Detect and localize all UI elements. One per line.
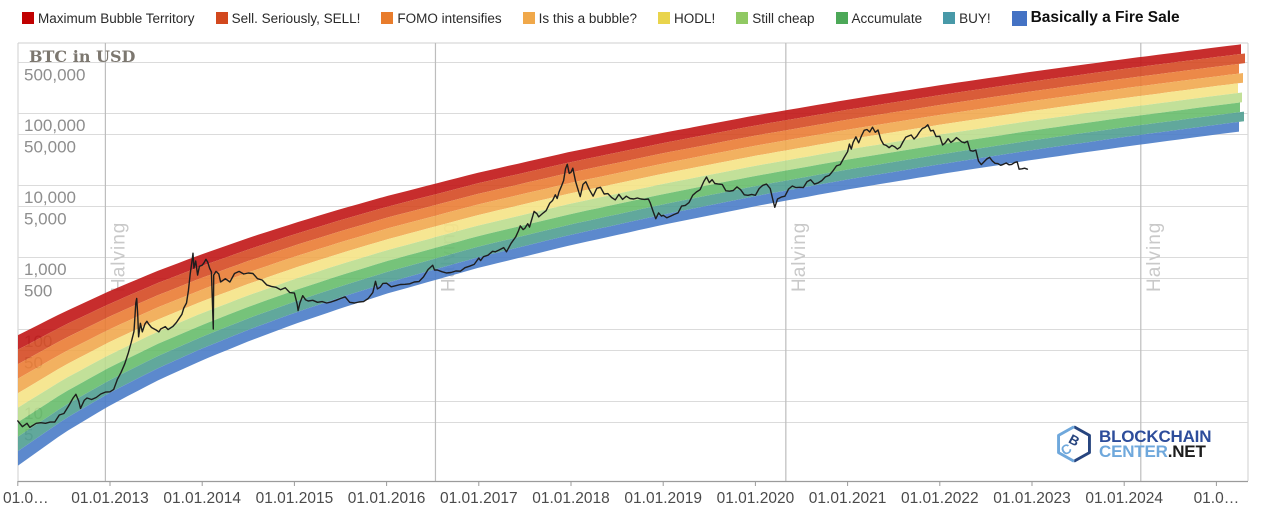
x-tick-label: 01.01.2016 <box>348 490 426 507</box>
legend-label: HODL! <box>673 10 716 26</box>
x-tick-label: 01.01.2020 <box>717 490 795 507</box>
x-tick-label: 01.01.2017 <box>440 490 518 507</box>
x-tick-label: 01.01.2024 <box>1085 490 1163 507</box>
x-tick-label: 01.0… <box>3 490 49 507</box>
x-tick-label: 01.01.2013 <box>71 490 149 507</box>
x-tick-label: 01.01.2023 <box>993 490 1071 507</box>
x-tick-label: 01.01.2022 <box>901 490 979 507</box>
legend-swatch-icon <box>943 12 956 24</box>
x-tick-label: 01.01.2015 <box>256 490 334 507</box>
legend-item-sell-seriously-sell[interactable]: Sell. Seriously, SELL! <box>215 10 361 26</box>
btc-price-line <box>17 124 1029 429</box>
logo-text-center: CENTER.NET <box>1099 442 1206 461</box>
y-tick-label: 500,000 <box>24 66 85 85</box>
halving-label: Halving <box>1144 222 1165 292</box>
y-tick-label: 10,000 <box>24 188 76 207</box>
chart-legend: Maximum Bubble Territory Sell. Seriously,… <box>22 5 1180 31</box>
y-axis-title: BTC in USD <box>29 47 136 66</box>
halving-label: Halving <box>108 222 129 292</box>
logo-text-net: .NET <box>1167 442 1206 461</box>
legend-label: Sell. Seriously, SELL! <box>231 10 361 26</box>
legend-label: FOMO intensifies <box>397 10 502 26</box>
legend-swatch-icon <box>835 12 848 24</box>
legend-item-basically-a-fire-sale[interactable]: Basically a Fire Sale <box>1011 9 1180 27</box>
legend-label: Is this a bubble? <box>538 10 637 26</box>
legend-item-hodl[interactable]: HODL! <box>657 10 716 26</box>
blockchaincenter-logo[interactable]: B C BLOCKCHAIN CENTER.NET <box>1054 424 1211 464</box>
x-tick-label: 01.01.2018 <box>532 490 610 507</box>
legend-item-maximum-bubble-territory[interactable]: Maximum Bubble Territory <box>22 11 195 26</box>
legend-item-still-cheap[interactable]: Still cheap <box>736 10 815 26</box>
logo-wordmark: BLOCKCHAIN CENTER.NET <box>1099 427 1212 461</box>
x-tick-label: 01.0… <box>1194 490 1240 507</box>
y-tick-label: 1,000 <box>24 260 67 279</box>
legend-swatch-icon <box>522 12 535 24</box>
legend-label: Maximum Bubble Territory <box>38 10 195 26</box>
rainbow-bands <box>18 44 1245 466</box>
legend-label: Basically a Fire Sale <box>1030 9 1180 26</box>
legend-label: Still cheap <box>752 10 815 26</box>
legend-swatch-icon <box>215 12 228 24</box>
x-tick-label: 01.01.2014 <box>163 490 241 507</box>
x-tick-label: 01.01.2021 <box>809 490 887 507</box>
legend-swatch-icon <box>1011 10 1027 26</box>
halving-label: Halving <box>789 222 810 292</box>
blockchaincenter-cube-icon: B C <box>1057 425 1091 463</box>
y-tick-label: 500 <box>24 282 52 301</box>
legend-swatch-icon <box>736 12 749 24</box>
logo-text-blockchain: BLOCKCHAIN <box>1099 427 1212 446</box>
legend-swatch-icon <box>381 12 394 24</box>
x-tick-label: 01.01.2019 <box>624 490 702 507</box>
y-tick-label: 100,000 <box>24 116 85 135</box>
legend-label: BUY! <box>959 10 991 26</box>
legend-swatch-icon <box>22 12 34 24</box>
y-tick-label: 50,000 <box>24 138 76 157</box>
legend-item-is-this-a-bubble[interactable]: Is this a bubble? <box>522 10 637 26</box>
y-tick-label: 5,000 <box>24 210 67 229</box>
legend-item-buy[interactable]: BUY! <box>943 11 991 26</box>
legend-label: Accumulate <box>851 10 923 26</box>
legend-swatch-icon <box>657 12 670 24</box>
legend-item-fomo-intensifies[interactable]: FOMO intensifies <box>381 10 502 26</box>
legend-item-accumulate[interactable]: Accumulate <box>835 10 923 26</box>
